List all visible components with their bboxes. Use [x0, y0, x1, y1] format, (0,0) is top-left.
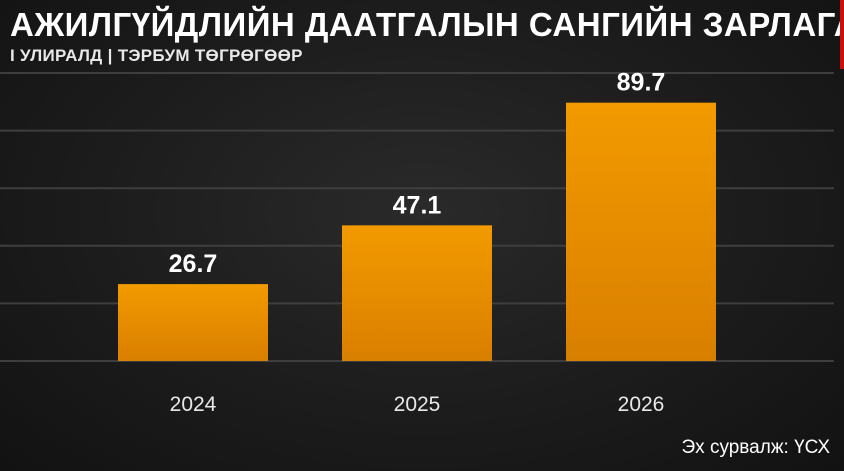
data-label-2024: 26.7 [169, 250, 218, 278]
x-tick-label-2025: 2025 [394, 393, 441, 416]
bar-2025 [342, 225, 492, 361]
data-label-2025: 47.1 [393, 191, 442, 219]
chart-title: АЖИЛГҮЙДЛИЙН ДААТГАЛЫН САНГИЙН ЗАРЛАГА [10, 6, 844, 43]
bar-2024 [118, 284, 268, 361]
x-tick-labels: 2024 2025 2026 [170, 393, 665, 416]
source-note: Эх сурвалж: ҮСХ [681, 437, 830, 458]
bar-2026 [566, 102, 716, 361]
data-label-2026: 89.7 [617, 69, 666, 97]
chart-subtitle: I УЛИРАЛД | ТЭРБУМ ТӨГРӨГӨӨР [10, 46, 303, 65]
data-labels: 26.7 47.1 89.7 [169, 69, 666, 278]
x-tick-label-2026: 2026 [618, 393, 665, 416]
bars [118, 102, 716, 361]
x-tick-label-2024: 2024 [170, 393, 217, 416]
accent-rule [840, 0, 844, 69]
